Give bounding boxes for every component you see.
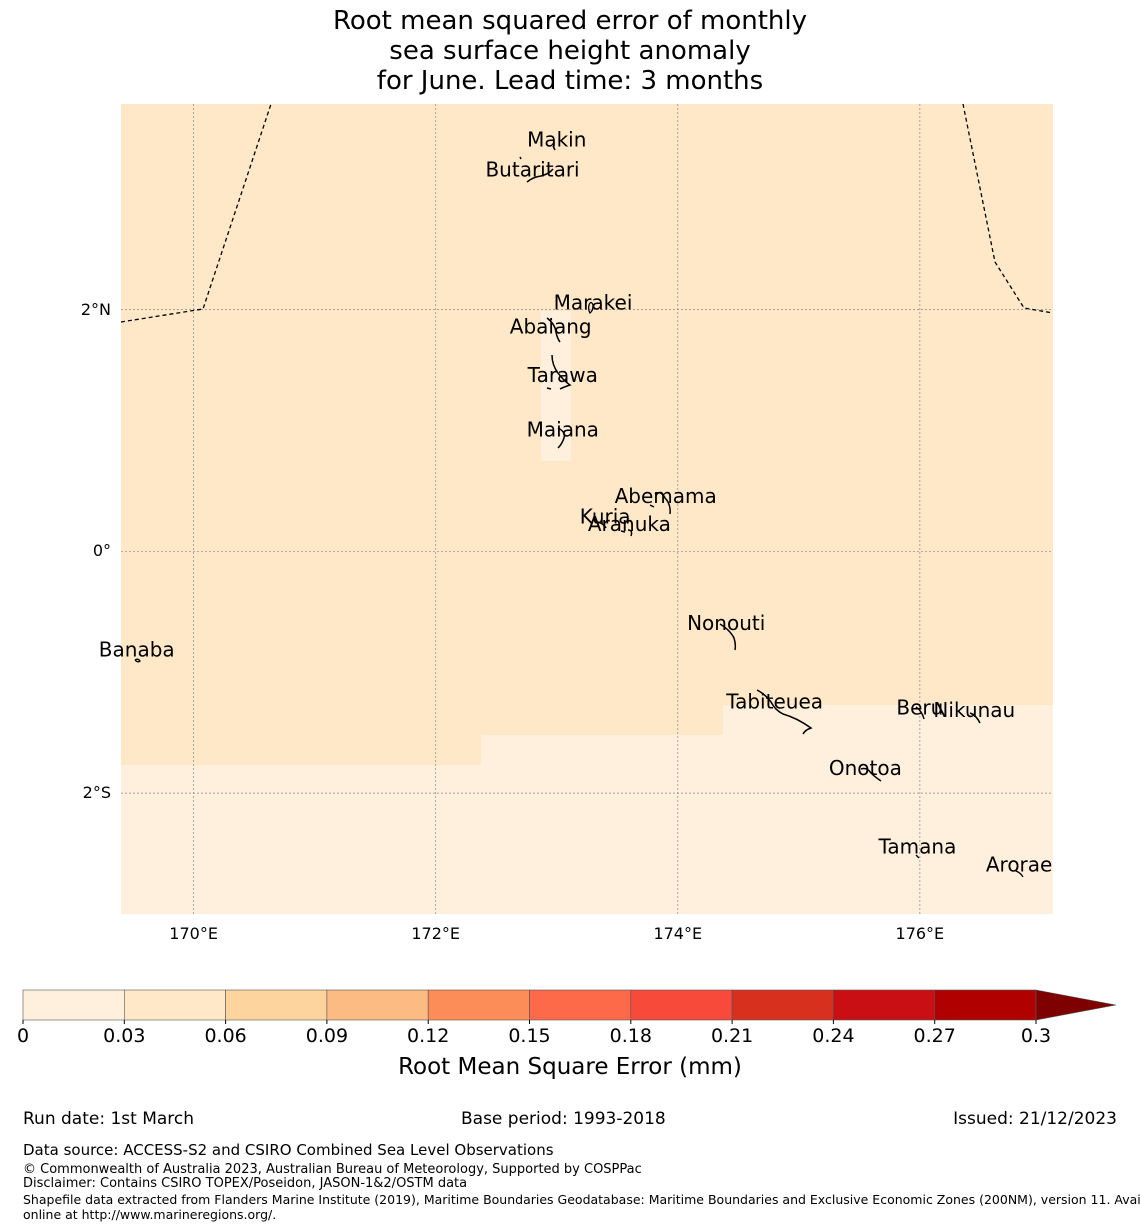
title-line-1: Root mean squared error of monthly xyxy=(332,6,808,36)
island-label-beru: Beru xyxy=(896,696,943,720)
colorbar-segment xyxy=(833,989,936,1021)
colorbar-tick-label: 0.18 xyxy=(609,1025,652,1047)
chart-title: Root mean squared error of monthly sea s… xyxy=(0,6,1140,96)
island-label-aranuka: Aranuka xyxy=(588,512,671,536)
coast-beru xyxy=(915,706,925,720)
map-area xyxy=(121,104,1053,914)
rmse-region-low xyxy=(121,705,1053,914)
disclaimer: Disclaimer: Contains CSIRO TOPEX/Poseido… xyxy=(23,1176,468,1191)
copyright: © Commonwealth of Australia 2023, Austra… xyxy=(23,1162,642,1177)
colorbar-tick-label: 0.21 xyxy=(710,1025,754,1047)
colorbar-extend-arrow xyxy=(1035,989,1117,1021)
coast-nikunau xyxy=(969,712,981,724)
eez-boundary-right xyxy=(962,103,1054,314)
island-label-abemama: Abemama xyxy=(615,484,717,508)
coast-makin xyxy=(519,145,556,160)
island-label-tarawa: Tarawa xyxy=(527,363,598,387)
coast-arorae xyxy=(1015,870,1024,878)
coast-butaritari xyxy=(526,168,554,183)
island-label-banaba: Banaba xyxy=(99,637,175,661)
lon-tick-label: 174°E xyxy=(653,924,703,943)
coast-abemama xyxy=(649,491,671,515)
colorbar-segment xyxy=(731,989,834,1021)
lat-tick-label: 2°N xyxy=(80,299,111,319)
island-label-onotoa: Onotoa xyxy=(829,756,902,780)
graticule xyxy=(121,104,1053,914)
coast-nonouti xyxy=(719,623,737,651)
title-line-2: sea surface height anomaly xyxy=(389,36,751,66)
colorbar-tick-label: 0.03 xyxy=(103,1025,146,1047)
colorbar-tick-label: 0.27 xyxy=(913,1025,956,1047)
base-period: Base period: 1993-2018 xyxy=(461,1109,666,1129)
coast-tamana xyxy=(915,854,920,859)
coast-aranuka xyxy=(620,529,633,537)
island-label-kuria: Kuria xyxy=(580,505,631,529)
colorbar-tick-label: 0.06 xyxy=(204,1025,247,1047)
coast-marakei xyxy=(588,301,594,314)
issued-date: Issued: 21/12/2023 xyxy=(953,1109,1117,1129)
colorbar-segment xyxy=(326,989,429,1021)
island-label-nikunau: Nikunau xyxy=(933,698,1015,722)
lat-tick-label: 0° xyxy=(92,541,111,561)
colorbar-tick-label: 0 xyxy=(16,1025,30,1047)
colorbar-segment xyxy=(529,989,632,1021)
coast-tabiteuea xyxy=(756,689,813,735)
colorbar-segment xyxy=(22,989,125,1021)
colorbar-tick-label: 0.09 xyxy=(305,1025,349,1047)
island-label-tamana: Tamana xyxy=(878,835,957,859)
coast-kuria xyxy=(597,521,607,529)
colorbar-title: Root Mean Square Error (mm) xyxy=(398,1054,742,1080)
island-label-arorae: Arorae xyxy=(986,853,1052,877)
lon-tick-label: 172°E xyxy=(411,924,461,943)
shapefile-credit-line-1: Shapefile data extracted from Flanders M… xyxy=(23,1192,1140,1207)
coast-banaba xyxy=(134,658,141,663)
run-date: Run date: 1st March xyxy=(23,1109,195,1129)
lon-tick-label: 176°E xyxy=(895,924,945,943)
colorbar-tick-label: 0.12 xyxy=(407,1025,450,1047)
island-label-butaritari: Butaritari xyxy=(485,158,579,182)
colorbar-segment xyxy=(427,989,530,1021)
data-source: Data source: ACCESS-S2 and CSIRO Combine… xyxy=(23,1141,554,1159)
coast-tarawa xyxy=(546,354,572,390)
island-label-abaiang: Abaiang xyxy=(510,315,592,339)
colorbar-segment xyxy=(124,989,226,1021)
colorbar-segment xyxy=(934,989,1037,1021)
coast-maiana xyxy=(557,427,566,449)
island-label-tabiteuea: Tabiteuea xyxy=(725,689,823,713)
colorbar xyxy=(22,989,1117,1024)
colorbar-tick-label: 0.15 xyxy=(508,1025,551,1047)
island-label-marakei: Marakei xyxy=(554,291,633,315)
title-line-3: for June. Lead time: 3 months xyxy=(376,66,764,96)
shapefile-credit-line-2: online at http://www.marineregions.org/. xyxy=(23,1207,277,1222)
colorbar-tick-label: 0.3 xyxy=(1020,1025,1052,1047)
eez-boundary-left xyxy=(120,103,272,323)
island-label-makin: Makin xyxy=(527,127,586,151)
island-coastlines xyxy=(134,145,1024,878)
eez-boundaries xyxy=(120,103,1054,323)
lon-tick-label: 170°E xyxy=(169,924,218,943)
coast-onotoa xyxy=(860,767,882,782)
lat-tick-label: 2°S xyxy=(82,783,111,803)
colorbar-segment xyxy=(225,989,328,1021)
island-label-maiana: Maiana xyxy=(527,417,599,441)
colorbar-segment xyxy=(630,989,733,1021)
colorbar-tick-label: 0.24 xyxy=(812,1025,855,1047)
island-label-nonouti: Nonouti xyxy=(687,611,765,635)
coast-abaiang xyxy=(546,317,561,343)
